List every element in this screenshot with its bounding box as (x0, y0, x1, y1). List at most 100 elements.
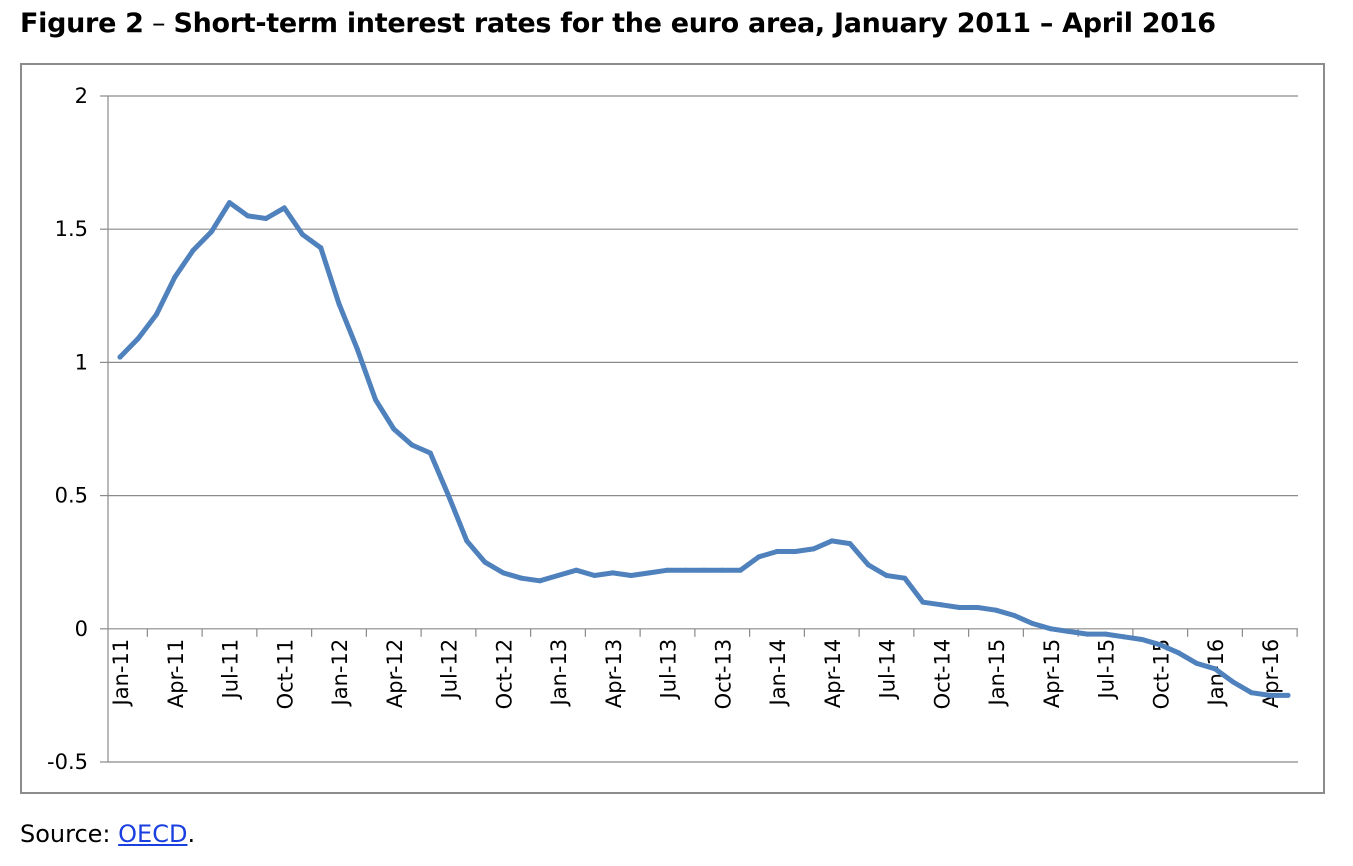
x-tick-label-7: Oct-12 (492, 639, 516, 710)
data-point (500, 570, 506, 576)
figure-title-prefix: Figure 2 (20, 8, 144, 39)
figure-title-dash: – (143, 8, 174, 39)
data-point (719, 567, 725, 573)
data-point (701, 567, 707, 573)
data-point (409, 442, 415, 448)
data-point (1139, 637, 1145, 642)
chart-frame: -0.5 0 0.5 1 1.5 2 Jan-11 Apr-11 Jul-11 Oct-11 Ja… (20, 63, 1325, 794)
data-point (373, 397, 378, 403)
data-point (354, 346, 360, 352)
data-point (245, 213, 251, 219)
source-line: Source: OECD. (20, 820, 195, 848)
data-point (519, 575, 524, 581)
data-point (1194, 660, 1200, 666)
y-tick-label-2: 0.5 (55, 484, 88, 508)
x-tick-label-6: Jul-12 (438, 639, 462, 701)
data-point (1121, 634, 1127, 640)
x-tick-label-12: Jan-14 (766, 639, 790, 708)
line-chart: -0.500.511.52 Jan-11 Apr-11 Jul-11 Oct-11 Ja… (47, 84, 1298, 774)
data-point (1176, 650, 1181, 656)
data-point (884, 573, 889, 578)
data-point (172, 274, 178, 280)
data-point (938, 602, 944, 608)
source-label: Source: (20, 820, 119, 848)
data-point (135, 335, 141, 341)
x-tick-label-14: Jul-14 (876, 639, 900, 701)
x-tick-label-8: Jan-13 (547, 639, 571, 708)
y-tick-label-1: 0 (75, 617, 88, 641)
data-point (336, 301, 342, 307)
data-point (208, 229, 214, 235)
figure-title-text: Short-term interest rates for the euro a… (173, 8, 1216, 39)
data-point (610, 570, 616, 576)
data-point (829, 538, 835, 544)
y-tick-label-0: -0.5 (47, 750, 88, 774)
data-point (628, 573, 634, 578)
data-point (756, 554, 762, 560)
x-tick-label-10: Jul-13 (657, 639, 681, 701)
data-point (117, 354, 123, 360)
data-point (1030, 621, 1035, 626)
x-tick-label-18: Jul-15 (1095, 639, 1119, 701)
x-tick-label-9: Apr-13 (602, 639, 626, 708)
x-tick-label-0: Jan-11 (109, 639, 133, 708)
data-point (1048, 626, 1054, 632)
y-tick-labels: -0.5 0 0.5 1 1.5 2 (47, 84, 88, 774)
gridlines (108, 95, 1298, 763)
data-point (738, 567, 743, 573)
data-point (683, 567, 689, 573)
data-point (975, 605, 981, 610)
series-line (117, 200, 1291, 698)
data-point (1066, 629, 1072, 634)
data-point (427, 450, 433, 456)
x-tick-label-1: Apr-11 (164, 639, 188, 708)
data-point (774, 549, 780, 554)
data-point (1285, 692, 1291, 698)
data-point (957, 605, 962, 610)
data-point (227, 200, 232, 206)
x-tick-label-11: Oct-13 (711, 639, 735, 710)
data-point (847, 541, 853, 547)
x-tick-label-4: Jan-12 (328, 639, 352, 708)
data-point (1011, 613, 1017, 618)
data-point (190, 248, 196, 253)
figure-title: Figure 2 – Short-term interest rates for… (20, 8, 1216, 39)
source-link[interactable]: OECD (118, 820, 188, 848)
x-tick-labels: Jan-11 Apr-11 Jul-11 Oct-11 Jan-12 Apr-12 Jul-… (109, 639, 1283, 710)
data-point (920, 599, 926, 605)
data-point (391, 426, 397, 432)
x-tick-label-5: Apr-12 (383, 639, 407, 708)
data-point (993, 607, 999, 613)
data-point (1157, 642, 1163, 648)
data-point (300, 232, 305, 237)
data-point (154, 311, 159, 317)
data-point (573, 567, 579, 573)
y-tick-label-3: 1 (75, 350, 88, 374)
x-tick-label-2: Jul-11 (219, 639, 243, 701)
x-tick-label-13: Apr-14 (821, 639, 845, 708)
data-point (1103, 631, 1108, 637)
series-layer (117, 200, 1291, 698)
data-point (592, 573, 597, 578)
source-suffix: . (187, 820, 196, 848)
data-point (646, 570, 652, 576)
y-tick-label-5: 2 (75, 84, 88, 108)
data-point (537, 578, 543, 584)
data-point (318, 245, 324, 251)
data-point (482, 559, 488, 565)
data-point (1212, 666, 1218, 672)
data-point (281, 205, 287, 211)
y-tick-label-4: 1.5 (55, 217, 88, 241)
data-point (1084, 631, 1090, 637)
data-point (865, 562, 871, 568)
data-point (464, 538, 470, 544)
data-point (1249, 690, 1254, 696)
data-point (811, 546, 816, 552)
x-tick-label-15: Oct-14 (930, 639, 954, 710)
x-tick-label-16: Jan-15 (985, 639, 1009, 708)
data-point (1267, 692, 1273, 698)
data-point (665, 567, 670, 573)
data-point (792, 549, 798, 554)
x-tick-label-3: Oct-11 (273, 639, 297, 710)
data-point (902, 575, 908, 581)
